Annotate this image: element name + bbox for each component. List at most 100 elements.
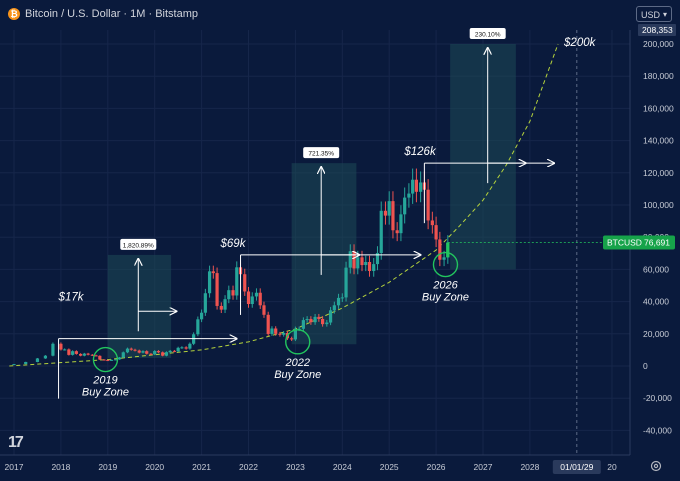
candle-body (352, 251, 356, 269)
candle-body (141, 351, 145, 353)
candle-body (246, 291, 251, 305)
pct-label: 230.10% (475, 32, 501, 39)
candle-body (219, 305, 223, 310)
x-tick-label: 20 (607, 462, 617, 472)
candle-body (12, 364, 16, 366)
candle-body (411, 179, 415, 194)
pct-label-bg (303, 147, 340, 159)
candle-body (188, 343, 192, 349)
peak-price-label: $69k (220, 238, 247, 250)
y-tick-label: 200,000 (643, 39, 674, 49)
y-tick-label: 0 (643, 361, 648, 371)
candle-body (153, 351, 157, 355)
tradingview-logo[interactable]: 17 (8, 434, 24, 451)
candle-body (161, 352, 165, 356)
buy-zone-year: 2022 (285, 357, 310, 369)
candle-body (74, 351, 78, 354)
candle-body (156, 351, 161, 353)
candle-body (262, 305, 266, 315)
candle-body (372, 264, 376, 272)
x-tick-label: 2024 (333, 462, 352, 472)
x-tick-label: 2020 (145, 462, 164, 472)
candle-body (172, 350, 176, 352)
candle-body (67, 349, 71, 355)
candle-body (364, 261, 368, 266)
candle-body (86, 353, 90, 355)
x-tick-label: 2026 (427, 462, 446, 472)
candle-body (78, 353, 83, 356)
peak-price-label: $17k (58, 292, 85, 304)
candle-body (215, 273, 219, 306)
candle-body (379, 210, 383, 253)
candle-body (403, 197, 407, 215)
candle-body (59, 343, 63, 350)
candle-body (180, 347, 184, 349)
candle-body (145, 351, 149, 354)
candle-body (348, 251, 352, 268)
bitcoin-logo-icon: ₿ (8, 8, 20, 20)
candle-body (200, 312, 204, 320)
candle-body (399, 214, 403, 234)
candle-body (51, 343, 55, 356)
x-tick-label: 2017 (5, 462, 24, 472)
currency-selector[interactable]: USD ▾ (636, 6, 672, 22)
gear-icon[interactable] (650, 460, 662, 472)
candle-body (438, 239, 442, 260)
power-law-curve (9, 43, 559, 367)
candle-body (375, 252, 380, 265)
candle-body (184, 347, 188, 349)
buy-zone-year: 2019 (92, 375, 117, 387)
candle-body (290, 338, 294, 340)
chart-header: ₿ Bitcoin / U.S. Dollar · 1M · Bitstamp (0, 0, 620, 28)
buy-zone-label: Buy Zone (82, 387, 129, 399)
candle-body (121, 352, 125, 358)
candle-body (321, 318, 325, 325)
candle-body (328, 310, 333, 323)
candle-body (430, 220, 434, 226)
peak-price-label: $200k (563, 37, 597, 49)
candle-body (387, 201, 391, 216)
candle-body (125, 348, 130, 353)
candle-body (196, 319, 200, 335)
x-tick-label: 2021 (192, 462, 211, 472)
candle-body (407, 193, 411, 198)
candle-body (149, 353, 153, 355)
x-tick-label: 2027 (474, 462, 493, 472)
candle-body (24, 361, 28, 365)
buy-zone-circle (92, 346, 119, 373)
buy-zone-circle (285, 329, 311, 355)
candle-body (211, 271, 215, 274)
cursor-label-bg (552, 460, 601, 474)
candle-body (293, 328, 297, 340)
candle-body (243, 274, 247, 292)
current-price-value: 76,691 (644, 238, 670, 248)
candle-body (98, 355, 102, 360)
pct-label-bg (120, 238, 157, 250)
candle-body (203, 293, 207, 313)
y-tick-label: 140,000 (643, 136, 674, 146)
candle-body (266, 314, 270, 334)
x-tick-label: 2018 (51, 462, 70, 472)
candle-body (102, 359, 106, 361)
y-tick-label: 60,000 (643, 264, 669, 274)
candle-body (117, 357, 122, 360)
candle-body (325, 322, 329, 325)
pct-label: 721.35% (308, 151, 334, 158)
y-tick-label: -40,000 (643, 425, 672, 435)
candle-body (133, 349, 137, 351)
candle-body (129, 348, 133, 350)
top-value-label: 208,353 (642, 25, 673, 35)
y-tick-label: 20,000 (643, 329, 669, 339)
candle-body (35, 358, 40, 362)
candle-body (90, 354, 94, 356)
x-tick-label: 2028 (520, 462, 539, 472)
candle-body (332, 305, 336, 311)
candle-body (207, 271, 212, 294)
candle-body (176, 347, 180, 352)
candle-body (71, 351, 75, 355)
symbol-title[interactable]: Bitcoin / U.S. Dollar · 1M · Bitstamp (25, 8, 198, 20)
buy-zone-label: Buy Zone (274, 369, 321, 381)
y-tick-label: 120,000 (643, 168, 674, 178)
x-tick-label: 2019 (98, 462, 117, 472)
